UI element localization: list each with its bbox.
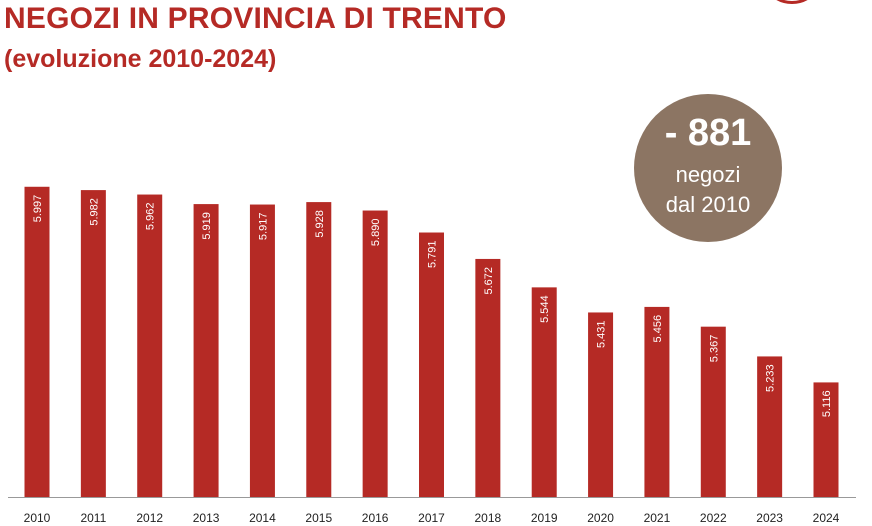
x-tick-label-2014: 2014 bbox=[249, 511, 276, 525]
bar-2012 bbox=[137, 194, 163, 498]
bar-2016 bbox=[362, 210, 388, 497]
bar-2021 bbox=[644, 306, 670, 497]
bar-2022 bbox=[700, 326, 726, 497]
data-label-2014: 5.917 bbox=[257, 213, 269, 241]
x-tick-label-2019: 2019 bbox=[531, 511, 558, 525]
badge-line-1: negozi bbox=[675, 162, 741, 187]
data-label-2013: 5.919 bbox=[201, 212, 213, 240]
data-label-2015: 5.928 bbox=[314, 210, 326, 238]
data-label-2010: 5.997 bbox=[32, 195, 44, 223]
bar-2019 bbox=[531, 287, 557, 497]
x-tick-label-2022: 2022 bbox=[700, 511, 727, 525]
bar-2017 bbox=[419, 232, 444, 497]
data-label-2024: 5.116 bbox=[821, 390, 833, 417]
bar-2014 bbox=[249, 204, 275, 498]
data-label-2020: 5.431 bbox=[596, 320, 608, 348]
data-label-2019: 5.544 bbox=[539, 295, 551, 323]
data-label-2023: 5.233 bbox=[765, 364, 777, 392]
x-tick-label-2018: 2018 bbox=[475, 511, 502, 525]
x-tick-label-2012: 2012 bbox=[136, 511, 163, 525]
x-tick-label-2013: 2013 bbox=[193, 511, 220, 525]
bar-2013 bbox=[193, 204, 219, 497]
page-subtitle: (evoluzione 2010-2024) bbox=[4, 45, 277, 73]
bar-2011 bbox=[80, 190, 106, 497]
x-tick-label-2015: 2015 bbox=[305, 511, 332, 525]
summary-badge: - 881 negozi dal 2010 bbox=[634, 94, 782, 242]
badge-value: - 881 bbox=[664, 112, 752, 154]
x-tick-label-2017: 2017 bbox=[418, 511, 445, 525]
x-tick-label-2021: 2021 bbox=[644, 511, 671, 525]
bar-2015 bbox=[306, 202, 332, 497]
x-tick-label-2024: 2024 bbox=[813, 511, 840, 525]
x-tick-label-2011: 2011 bbox=[80, 511, 106, 525]
bar-2023 bbox=[757, 356, 783, 497]
data-label-2018: 5.672 bbox=[483, 267, 495, 295]
data-label-2021: 5.456 bbox=[652, 315, 664, 343]
bar-2020 bbox=[588, 312, 614, 497]
bar-2018 bbox=[475, 258, 501, 497]
data-label-2011: 5.982 bbox=[88, 198, 100, 226]
x-tick-label-2023: 2023 bbox=[756, 511, 783, 525]
data-label-2017: 5.791 bbox=[427, 241, 439, 269]
data-label-2016: 5.890 bbox=[370, 219, 382, 247]
x-tick-label-2010: 2010 bbox=[24, 511, 51, 525]
badge-line-2: dal 2010 bbox=[665, 192, 751, 217]
bar-2024 bbox=[813, 382, 839, 497]
data-label-2022: 5.367 bbox=[708, 335, 720, 363]
bar-2010 bbox=[24, 186, 50, 497]
x-tick-label-2016: 2016 bbox=[362, 511, 389, 525]
x-tick-label-2020: 2020 bbox=[587, 511, 614, 525]
page-title: NEGOZI IN PROVINCIA DI TRENTO bbox=[4, 2, 507, 35]
data-label-2012: 5.962 bbox=[145, 203, 157, 231]
